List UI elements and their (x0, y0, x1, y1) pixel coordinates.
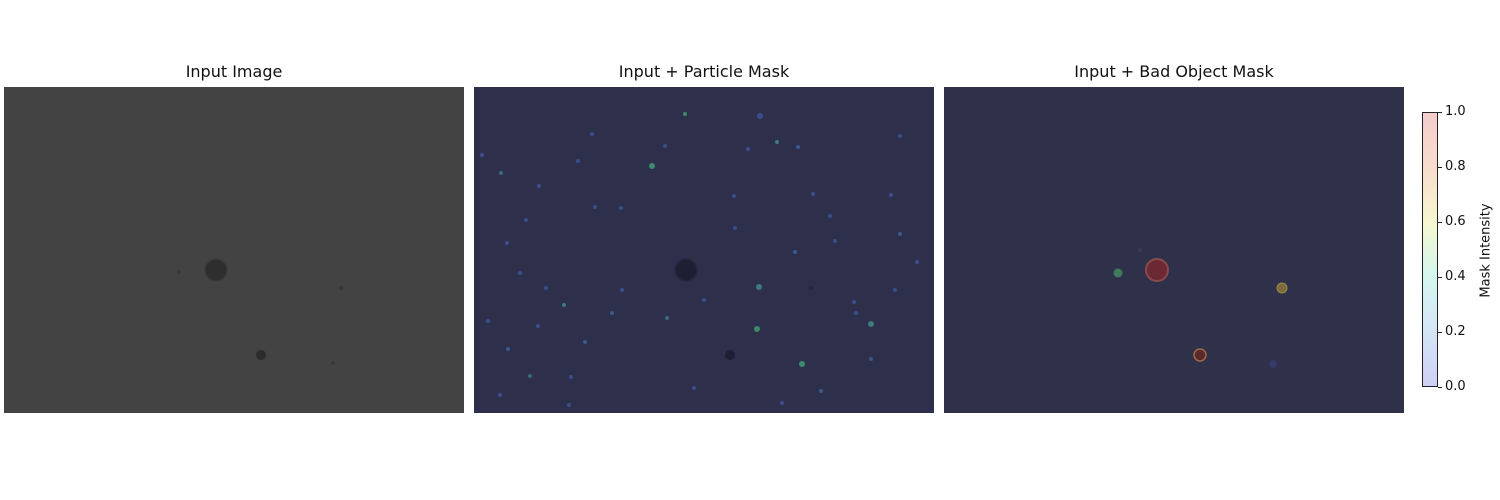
colorbar-tick-label: 0.6 (1445, 214, 1466, 229)
panel-title-bad-object-mask: Input + Bad Object Mask (1074, 62, 1274, 81)
particle-blob (620, 288, 624, 292)
colorbar-tick-mark (1438, 276, 1442, 278)
particle-blob (819, 389, 823, 393)
particle-blob (854, 311, 858, 315)
panel-title-particle-mask: Input + Particle Mask (618, 62, 790, 81)
particle-blob (499, 171, 503, 175)
particle-blob (915, 260, 919, 264)
particle-blob (505, 241, 509, 245)
particle-blob (498, 393, 502, 397)
particle-blob (665, 316, 669, 320)
particle-blob (663, 144, 667, 148)
colorbar-tick-label: 0.8 (1445, 159, 1466, 174)
particle-blob (732, 194, 736, 198)
particle-blob (562, 303, 566, 307)
particle-blob (536, 324, 540, 328)
bad-object-mask-panel (944, 87, 1404, 413)
particle-blob (649, 163, 655, 169)
particle-blob (828, 214, 832, 218)
particle-blob (524, 218, 528, 222)
particle-blob (702, 298, 706, 302)
input-image-panel (4, 87, 464, 413)
particle-blob (692, 386, 696, 390)
particle-blob (486, 319, 490, 323)
particle-blob (590, 132, 594, 136)
particle-blob (528, 374, 532, 378)
particle-blob (793, 250, 797, 254)
particle-blob (833, 239, 837, 243)
colorbar-tick-mark (1438, 111, 1442, 113)
input-image (4, 87, 464, 413)
particle-blob (683, 112, 687, 116)
particle-mask-image (474, 87, 934, 413)
particle-blob (567, 403, 571, 407)
colorbar-tick-mark (1438, 166, 1442, 168)
particle-blob (746, 147, 750, 151)
particle-blob (756, 284, 762, 290)
particle-blob (754, 326, 760, 332)
particle-blob (619, 206, 623, 210)
particle-blob (544, 286, 548, 290)
colorbar-tick-mark (1438, 386, 1442, 388)
particle-blob (480, 153, 484, 157)
panel-title-input: Input Image (185, 62, 283, 81)
colorbar-tick-label: 1.0 (1445, 104, 1466, 119)
colorbar-gradient (1422, 112, 1438, 387)
particle-blob (583, 340, 587, 344)
colorbar-tick-label: 0.2 (1445, 324, 1466, 339)
particle-blob (889, 193, 893, 197)
particle-blob (898, 232, 902, 236)
particle-blob (537, 184, 541, 188)
particle-blob (757, 113, 763, 119)
bad-object-mask-image (944, 87, 1404, 413)
particle-blob (610, 311, 614, 315)
particle-blob (775, 140, 779, 144)
colorbar-tick-label: 0.0 (1445, 379, 1466, 394)
particle-blob (869, 357, 873, 361)
particle-blob (733, 226, 737, 230)
particle-blob (518, 271, 522, 275)
particle-blob (898, 134, 902, 138)
particle-blob (780, 401, 784, 405)
particle-blob (576, 159, 580, 163)
particle-blob (852, 300, 856, 304)
particle-blob (506, 347, 510, 351)
particle-blob (811, 192, 815, 196)
particle-blob (593, 205, 597, 209)
colorbar-tick-label: 0.4 (1445, 269, 1466, 284)
particle-mask-panel (474, 87, 934, 413)
colorbar-tick-mark (1438, 221, 1442, 223)
particle-blob (569, 375, 573, 379)
colorbar-tick-mark (1438, 331, 1442, 333)
particle-blob (796, 145, 800, 149)
particle-blob (893, 288, 897, 292)
particle-blob (868, 321, 874, 327)
particle-blob (799, 361, 805, 367)
colorbar (1422, 112, 1438, 387)
colorbar-label: Mask Intensity (1478, 203, 1494, 298)
